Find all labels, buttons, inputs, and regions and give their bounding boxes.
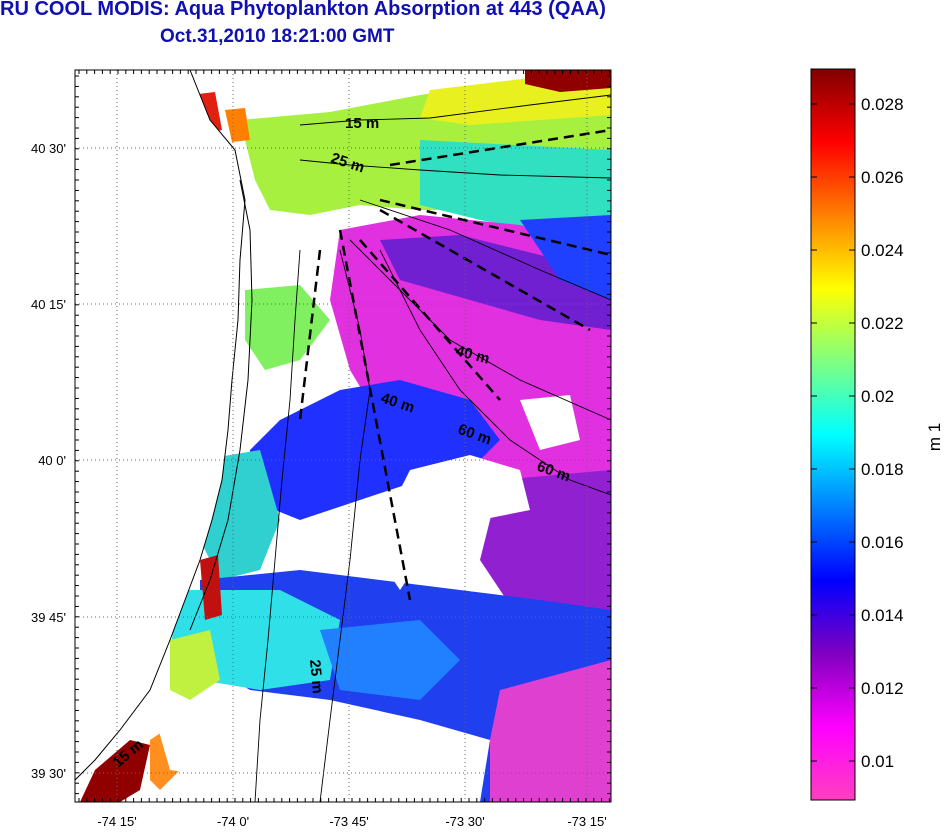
colorbar-tick-label: 0.02 xyxy=(861,387,894,406)
contour-label-15m-north: 15 m xyxy=(345,115,379,132)
map-plot: 15 m 25 m 40 m 40 m 60 m 60 m 25 m 15 m xyxy=(75,70,611,802)
cloud-mask-central xyxy=(380,455,530,590)
map-title: RU COOL MODIS: Aqua Phytoplankton Absorp… xyxy=(0,0,606,20)
map-grid xyxy=(75,70,611,802)
lat-tick-label: 39 45' xyxy=(31,610,66,625)
colorbar-tick-label: 0.014 xyxy=(861,606,904,625)
cloud-mask-south xyxy=(150,700,470,802)
data-region-southwest-yellow xyxy=(170,630,220,700)
data-region-north-coastal-orange xyxy=(225,108,250,142)
map-subtitle: Oct.31,2010 18:21:00 GMT xyxy=(160,26,395,47)
lat-tick-label: 40 30' xyxy=(31,141,66,156)
colorbar-ticks: 0.028 0.026 0.024 0.022 0.02 0.018 0.016 0.014 0… xyxy=(811,95,904,771)
colorbar-tick-label: 0.022 xyxy=(861,314,904,333)
colorbar-tick-label: 0.012 xyxy=(861,679,904,698)
data-region-south-tip-darkred xyxy=(80,740,150,802)
colorbar-unit-label: m 1 xyxy=(925,423,944,451)
lat-tick-label: 40 0' xyxy=(38,453,66,468)
lon-tick-label: -74 15' xyxy=(97,814,136,829)
lon-tick-label: -73 15' xyxy=(567,814,606,829)
transect-lines xyxy=(298,128,611,601)
colorbar-tick-label: 0.026 xyxy=(861,168,904,187)
longitude-tick-labels: -74 15' -74 0' -73 45' -73 30' -73 15' xyxy=(97,814,606,829)
lon-tick-label: -74 0' xyxy=(217,814,249,829)
lon-tick-label: -73 30' xyxy=(445,814,484,829)
cloud-mask-northeast xyxy=(520,395,580,450)
lon-tick-label: -73 45' xyxy=(329,814,368,829)
data-region-northeast-blue xyxy=(520,215,611,300)
colorbar-tick-label: 0.018 xyxy=(861,460,904,479)
colorbar-tick-label: 0.016 xyxy=(861,533,904,552)
lat-tick-label: 40 15' xyxy=(31,297,66,312)
data-region-central-blue xyxy=(250,380,500,520)
latitude-tick-labels: 40 30' 40 15' 40 0' 39 45' 39 30' xyxy=(31,141,66,781)
data-region-southwest-red-strip xyxy=(200,555,222,620)
colorbar xyxy=(810,68,856,801)
colorbar-tick-label: 0.024 xyxy=(861,241,904,260)
frame-ticks xyxy=(75,70,611,802)
barrier-island xyxy=(189,179,253,631)
data-region-west-coastal-green xyxy=(245,285,330,370)
data-region-northeast-red xyxy=(525,70,611,92)
data-region-south-lightblue xyxy=(320,620,460,700)
map-frame xyxy=(74,69,612,803)
contour-label-25m-south: 25 m xyxy=(306,659,326,695)
lat-tick-label: 39 30' xyxy=(31,766,66,781)
data-region-south-magenta xyxy=(490,660,611,802)
colorbar-tick-label: 0.01 xyxy=(861,752,894,771)
colorbar-tick-label: 0.028 xyxy=(861,95,904,114)
